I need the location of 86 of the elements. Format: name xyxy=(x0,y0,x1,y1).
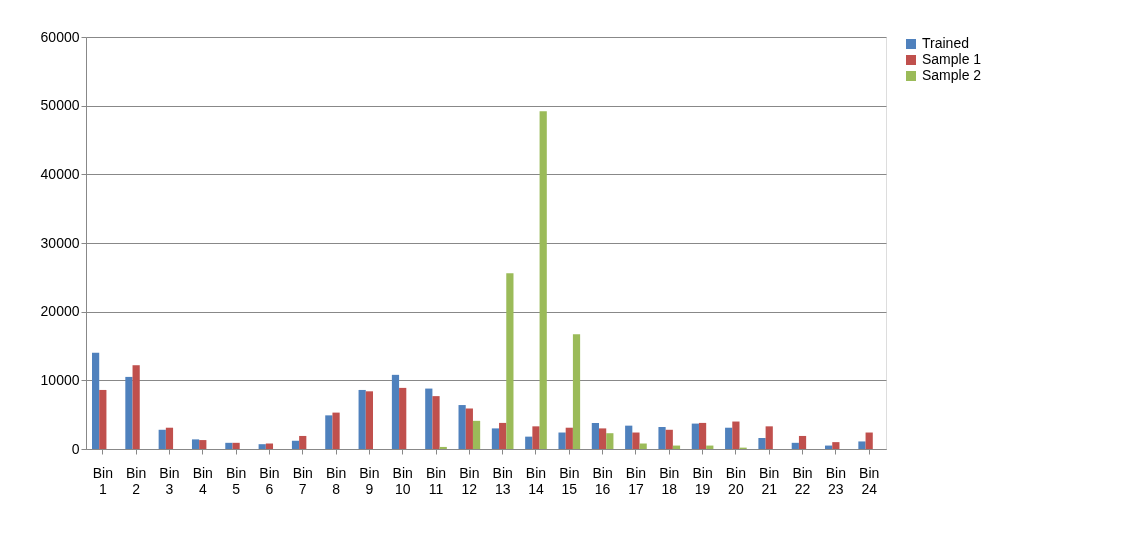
bar xyxy=(725,427,733,449)
bar xyxy=(432,396,440,449)
bar xyxy=(225,442,233,449)
x-tick-label: Bin 21 xyxy=(759,464,780,497)
y-tick-label: 20000 xyxy=(40,303,80,320)
bar xyxy=(358,389,366,449)
y-tick-label: 0 xyxy=(71,440,80,457)
bar xyxy=(332,412,340,449)
bar xyxy=(158,429,166,449)
bar xyxy=(132,365,140,449)
bar xyxy=(791,442,799,449)
bar xyxy=(499,422,507,449)
x-tick-label: Bin 4 xyxy=(192,464,213,497)
bar xyxy=(832,442,840,449)
bar xyxy=(472,420,481,449)
bar xyxy=(658,427,666,449)
bar xyxy=(125,376,133,449)
y-tick-label: 60000 xyxy=(40,28,80,45)
legend-label: Trained xyxy=(922,35,969,51)
bar xyxy=(425,388,433,449)
x-tick-label: Bin 22 xyxy=(792,464,813,497)
bar xyxy=(858,441,866,449)
bar xyxy=(299,435,307,449)
x-tick-label: Bin 7 xyxy=(292,464,313,497)
x-tick-label: Bin 14 xyxy=(525,464,547,497)
bar xyxy=(591,422,600,449)
bar xyxy=(865,432,873,449)
bar xyxy=(732,421,740,449)
bar xyxy=(491,428,500,449)
bar xyxy=(439,446,447,449)
x-tick-label: Bin 8 xyxy=(325,464,347,497)
x-tick-label: Bin 2 xyxy=(126,464,147,497)
legend-label: Sample 1 xyxy=(922,51,982,67)
x-tick-label: Bin 1 xyxy=(92,464,113,497)
x-tick-label: Bin 6 xyxy=(259,464,280,497)
bar xyxy=(632,432,640,449)
bar xyxy=(532,426,540,449)
bar xyxy=(691,423,699,449)
bar xyxy=(199,440,207,449)
bar xyxy=(798,435,807,449)
bar xyxy=(291,440,300,449)
bar xyxy=(232,442,240,449)
bar xyxy=(565,427,573,449)
bar xyxy=(465,408,473,449)
bar xyxy=(325,415,333,449)
bar xyxy=(599,428,607,449)
bar xyxy=(698,422,707,449)
bar xyxy=(625,425,633,449)
bar xyxy=(572,334,581,449)
bar xyxy=(365,391,373,449)
x-tick-label: Bin 11 xyxy=(425,464,447,497)
bar xyxy=(165,427,174,449)
x-tick-label: Bin 20 xyxy=(725,464,747,497)
x-tick-label: Bin 3 xyxy=(159,464,180,497)
bar xyxy=(758,438,766,449)
bar xyxy=(539,111,547,449)
bar xyxy=(606,433,614,449)
bar xyxy=(391,374,400,449)
bar xyxy=(99,389,107,449)
y-tick-label: 40000 xyxy=(40,165,80,182)
x-tick-label: Bin 5 xyxy=(225,464,247,497)
x-tick-label: Bin 15 xyxy=(559,464,580,497)
x-tick-label: Bin 12 xyxy=(459,464,480,497)
bar xyxy=(458,405,466,449)
x-tick-label: Bin 18 xyxy=(659,464,680,497)
bar xyxy=(191,439,200,449)
x-tick-label: Bin 19 xyxy=(692,464,713,497)
x-tick-label: Bin 23 xyxy=(825,464,846,497)
legend-label: Sample 2 xyxy=(922,67,982,83)
x-tick-label: Bin 24 xyxy=(859,464,880,497)
x-tick-label: Bin 17 xyxy=(625,464,647,497)
bar xyxy=(258,444,266,449)
bar xyxy=(92,352,100,449)
y-tick-label: 50000 xyxy=(40,97,80,114)
bar xyxy=(558,432,566,449)
bar xyxy=(525,436,533,449)
bar xyxy=(665,429,673,449)
y-tick-label: 30000 xyxy=(40,234,80,251)
y-tick-label: 10000 xyxy=(40,371,80,388)
bar xyxy=(765,426,773,449)
x-tick-label: Bin 9 xyxy=(359,464,380,497)
x-tick-label: Bin 16 xyxy=(592,464,613,497)
bar xyxy=(399,387,407,449)
x-tick-label: Bin 13 xyxy=(492,464,513,497)
bar xyxy=(506,273,514,449)
x-tick-label: Bin 10 xyxy=(392,464,413,497)
